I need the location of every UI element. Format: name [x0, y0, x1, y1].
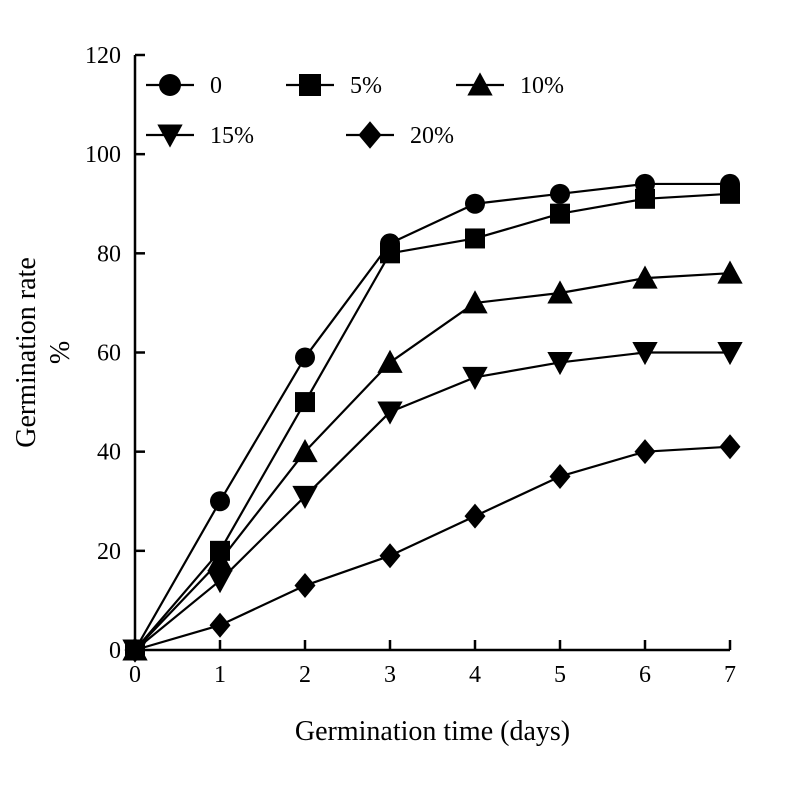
- x-tick-label: 3: [384, 662, 396, 688]
- chart-container: 0 1 2 3 4 5 6 7 0 20 40 60 80 100 120 Germination time …: [0, 0, 800, 807]
- germination-chart: 0 1 2 3 4 5 6 7 0 20 40 60 80 100 120 Germination time …: [0, 0, 800, 807]
- x-tick-label: 4: [469, 662, 481, 688]
- x-tick-label: 0: [129, 662, 141, 688]
- x-tick-label: 6: [639, 662, 651, 688]
- x-tick-label: 7: [724, 662, 736, 688]
- x-tick-label: 1: [214, 662, 226, 688]
- x-axis-label: Germination time (days): [295, 716, 570, 747]
- svg-text:%: %: [45, 341, 76, 364]
- legend-label-s20: 20%: [410, 123, 454, 149]
- legend-label-s10: 10%: [520, 73, 564, 99]
- y-tick-label: 60: [97, 341, 121, 367]
- y-tick-label: 80: [97, 241, 121, 267]
- legend-label-s5: 5%: [350, 73, 382, 99]
- y-tick-label: 0: [109, 638, 121, 664]
- svg-text:Germination rate: Germination rate: [11, 257, 42, 447]
- y-tick-label: 100: [85, 142, 121, 168]
- y-tick-label: 40: [97, 440, 121, 466]
- legend-label-s0: 0: [210, 73, 222, 99]
- y-tick-label: 20: [97, 539, 121, 565]
- x-tick-label: 2: [299, 662, 311, 688]
- y-tick-label: 120: [85, 43, 121, 69]
- legend-label-s15: 15%: [210, 123, 254, 149]
- x-tick-label: 5: [554, 662, 566, 688]
